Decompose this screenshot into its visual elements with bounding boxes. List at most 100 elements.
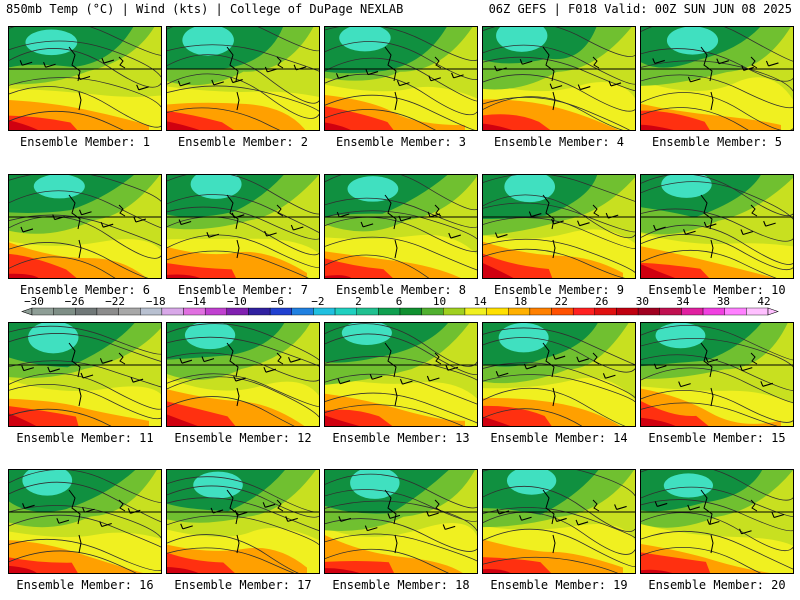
colorbar-tick-label: 2 (355, 295, 362, 308)
colorbar-swatch (313, 307, 336, 316)
colorbar-swatch (464, 307, 487, 316)
ensemble-panel: Ensemble Member: 4 (482, 26, 636, 149)
colorbar-tick-label: 18 (514, 295, 528, 308)
ensemble-member-label: Ensemble Member: 8 (335, 283, 467, 297)
ensemble-panel: Ensemble Member: 2 (166, 26, 320, 149)
temperature-map (482, 174, 636, 279)
ensemble-member-label: Ensemble Member: 2 (177, 135, 309, 149)
temperature-map (324, 174, 478, 279)
colorbar-tick-label: −26 (64, 295, 85, 308)
colorbar-swatch (594, 307, 617, 316)
ensemble-panel: Ensemble Member: 18 (324, 469, 478, 592)
ensemble-member-label: Ensemble Member: 6 (19, 283, 151, 297)
ensemble-member-label: Ensemble Member: 20 (648, 578, 786, 592)
ensemble-panel: Ensemble Member: 6 (8, 174, 162, 297)
ensemble-member-label: Ensemble Member: 13 (332, 431, 470, 445)
ensemble-member-label: Ensemble Member: 18 (332, 578, 470, 592)
temperature-map (166, 322, 320, 427)
colorbar-swatch (291, 307, 314, 316)
ensemble-panel: Ensemble Member: 1 (8, 26, 162, 149)
map-title: 850mb Temp (°C) | Wind (kts) | College o… (6, 2, 404, 16)
temperature-colorbar (0, 296, 800, 318)
ensemble-panel: Ensemble Member: 19 (482, 469, 636, 592)
colorbar-swatch (529, 307, 552, 316)
colorbar-tick-label: −30 (24, 295, 44, 308)
ensemble-member-label: Ensemble Member: 17 (174, 578, 312, 592)
colorbar-swatch (659, 307, 682, 316)
colorbar-tick-label: 6 (395, 295, 403, 308)
temperature-map (482, 322, 636, 427)
temperature-map (324, 322, 478, 427)
colorbar-tick-label: 38 (716, 295, 731, 308)
colorbar-swatch (702, 307, 725, 316)
ensemble-member-label: Ensemble Member: 5 (651, 135, 783, 149)
ensemble-panel: Ensemble Member: 17 (166, 469, 320, 592)
temperature-map (166, 174, 320, 279)
colorbar-tick-label: 34 (676, 295, 690, 308)
ensemble-member-label: Ensemble Member: 11 (16, 431, 154, 445)
colorbar-swatch (140, 307, 163, 316)
colorbar-swatch (637, 307, 660, 316)
colorbar-tick-label: 26 (595, 295, 609, 308)
temperature-map (640, 469, 794, 574)
colorbar-swatch (572, 307, 596, 316)
colorbar-tick-label: −14 (186, 295, 207, 308)
ensemble-panel: Ensemble Member: 15 (640, 322, 794, 445)
colorbar-swatch (75, 307, 98, 316)
temperature-map (482, 469, 636, 574)
temperature-map (8, 469, 162, 574)
colorbar-swatch (204, 307, 228, 316)
colorbar-tick-label: 42 (757, 295, 771, 308)
colorbar-swatch (334, 307, 357, 316)
ensemble-panel: Ensemble Member: 5 (640, 26, 794, 149)
temperature-map (8, 322, 162, 427)
colorbar-tick-label: −2 (311, 295, 325, 308)
temperature-map (8, 174, 162, 279)
ensemble-member-label: Ensemble Member: 9 (493, 283, 625, 297)
colorbar-tick-label: −10 (226, 295, 247, 308)
ensemble-member-label: Ensemble Member: 1 (19, 135, 151, 149)
colorbar-swatch (486, 307, 509, 316)
temperature-map (324, 26, 478, 131)
ensemble-member-label: Ensemble Member: 12 (174, 431, 312, 445)
colorbar-swatch (118, 307, 141, 316)
temperature-map (640, 174, 794, 279)
colorbar-swatch (96, 307, 119, 316)
temperature-map (8, 26, 162, 131)
colorbar-tick-label: −22 (105, 295, 126, 308)
ensemble-member-label: Ensemble Member: 16 (16, 578, 154, 592)
colorbar-tick-label: 22 (554, 295, 568, 308)
ensemble-panel: Ensemble Member: 13 (324, 322, 478, 445)
temperature-map (166, 26, 320, 131)
colorbar-swatch (356, 307, 379, 316)
colorbar-swatch (378, 307, 401, 316)
colorbar-tick-label: −6 (270, 295, 284, 308)
colorbar-swatch (746, 307, 769, 316)
ensemble-panel: Ensemble Member: 8 (324, 174, 478, 297)
ensemble-panel: Ensemble Member: 3 (324, 26, 478, 149)
ensemble-member-label: Ensemble Member: 14 (490, 431, 628, 445)
ensemble-panel: Ensemble Member: 11 (8, 322, 162, 445)
ensemble-panel: Ensemble Member: 16 (8, 469, 162, 592)
ensemble-member-label: Ensemble Member: 7 (177, 283, 309, 297)
colorbar-swatch (31, 307, 54, 316)
colorbar-swatch (508, 307, 531, 316)
colorbar-tick-label: −18 (145, 295, 166, 308)
colorbar-tick-label: 30 (635, 295, 649, 308)
colorbar-tick-label: 14 (473, 295, 487, 308)
colorbar-swatch (269, 307, 292, 316)
ensemble-panel: Ensemble Member: 9 (482, 174, 636, 297)
colorbar-swatch (616, 307, 639, 316)
colorbar-swatch (681, 307, 704, 316)
colorbar-swatch (248, 307, 271, 316)
colorbar-swatch (226, 307, 249, 316)
colorbar-swatch (399, 307, 422, 316)
colorbar-swatch (724, 307, 747, 316)
ensemble-panel: Ensemble Member: 14 (482, 322, 636, 445)
ensemble-member-label: Ensemble Member: 10 (648, 283, 786, 297)
ensemble-panel: Ensemble Member: 10 (640, 174, 794, 297)
ensemble-member-label: Ensemble Member: 4 (493, 135, 625, 149)
ensemble-panel: Ensemble Member: 7 (166, 174, 320, 297)
colorbar-swatch (443, 307, 466, 316)
temperature-map (640, 26, 794, 131)
